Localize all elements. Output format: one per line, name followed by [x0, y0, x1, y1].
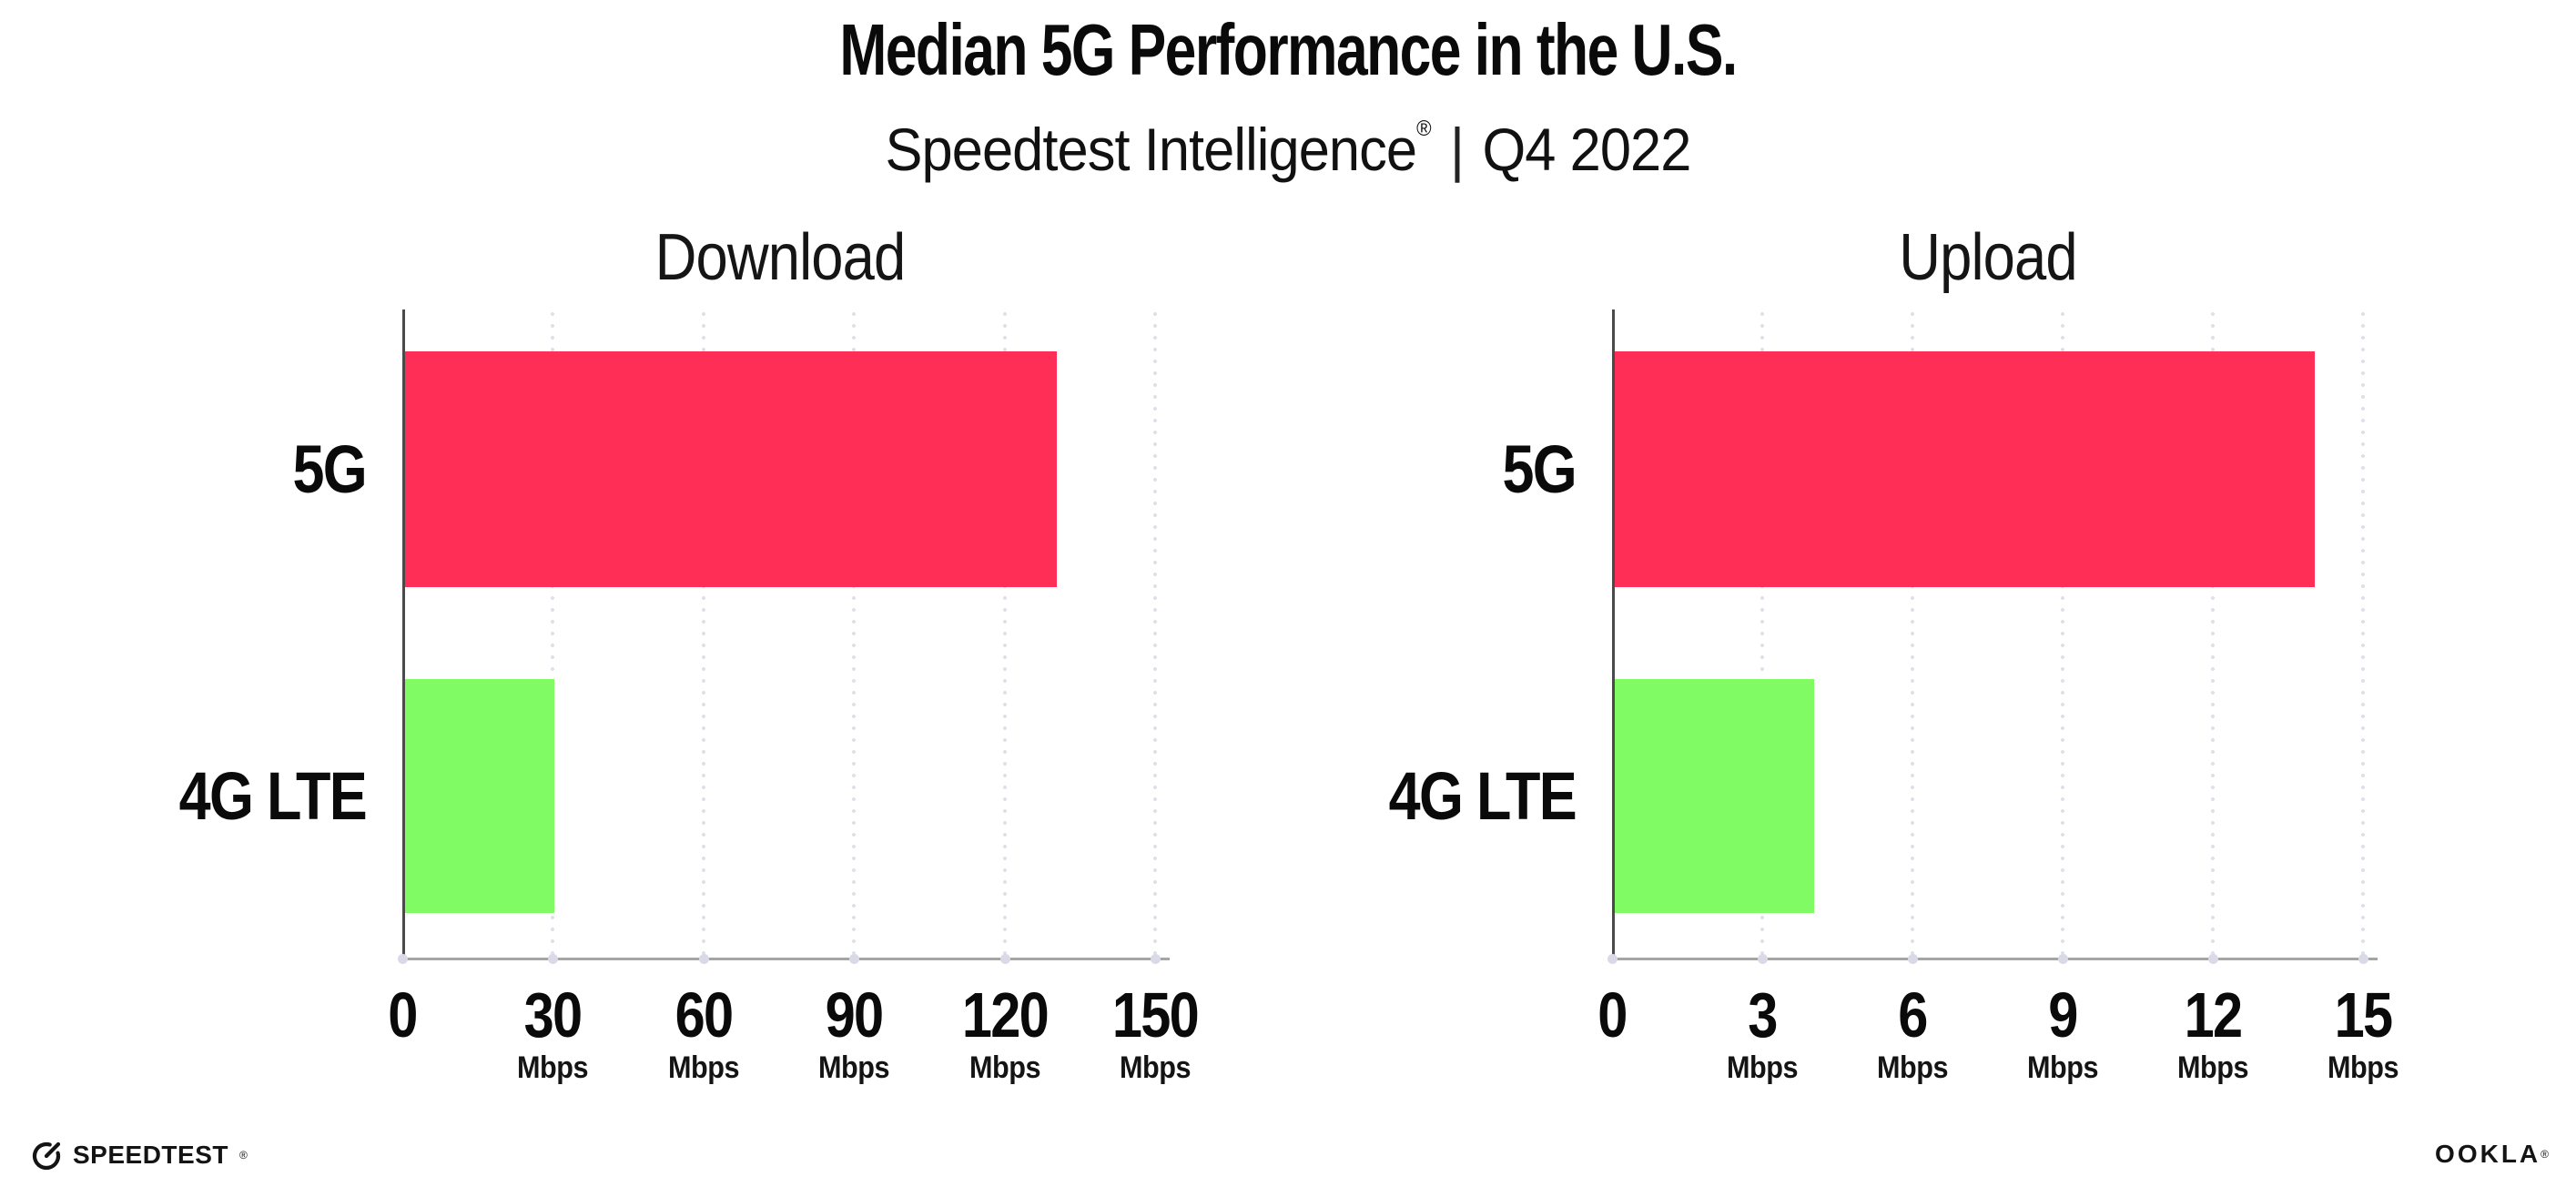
category-label-download-4g-lte: 4G LTE — [178, 757, 368, 834]
tick-unit-download-60: Mbps — [667, 1050, 740, 1085]
gridline-download-90 — [852, 309, 857, 959]
plot-upload — [1607, 309, 2378, 964]
registered-mark: ® — [1416, 117, 1432, 141]
gridline-upload-15 — [2361, 309, 2365, 959]
tick-label-download-60: 60 — [674, 979, 733, 1050]
tick-unit-download-150: Mbps — [1119, 1050, 1192, 1085]
tick-label-upload-3: 3 — [1748, 979, 1778, 1050]
y-axis-upload — [1612, 309, 1615, 959]
page-title: Median 5G Performance in the U.S. — [839, 9, 1738, 90]
tick-dot-download-0 — [398, 954, 408, 964]
tick-unit-download-120: Mbps — [969, 1050, 1041, 1085]
bar-upload-5g — [1614, 351, 2315, 587]
x-axis-upload — [1612, 958, 2378, 960]
tick-dot-download-120 — [999, 954, 1010, 964]
subtitle-period: Q4 2022 — [1482, 116, 1691, 183]
tick-label-upload-12: 12 — [2184, 979, 2243, 1050]
gridline-upload-6 — [1911, 309, 1914, 959]
category-label-upload-4g-lte: 4G LTE — [1388, 757, 1577, 834]
tick-label-upload-15: 15 — [2334, 979, 2393, 1050]
tick-label-download-0: 0 — [388, 979, 418, 1050]
speedtest-logo-text: SPEEDTEST — [73, 1141, 228, 1169]
tick-unit-upload-12: Mbps — [2176, 1050, 2249, 1085]
tick-dot-download-30 — [548, 954, 559, 964]
bar-upload-4g-lte — [1614, 679, 1814, 913]
ookla-logo-text: OOKLA — [2435, 1140, 2541, 1168]
gridline-download-120 — [1002, 309, 1007, 959]
chart-title-download: Download — [654, 221, 907, 294]
tick-label-download-90: 90 — [825, 979, 884, 1050]
gridline-upload-9 — [2061, 309, 2064, 959]
ookla-logo: OOKLA ® — [2435, 1140, 2549, 1169]
tick-label-upload-6: 6 — [1898, 979, 1928, 1050]
tick-dot-upload-3 — [1758, 954, 1768, 964]
gridline-upload-3 — [1760, 309, 1764, 959]
tick-dot-download-60 — [698, 954, 709, 964]
tick-label-upload-9: 9 — [2048, 979, 2078, 1050]
tick-unit-download-90: Mbps — [818, 1050, 890, 1085]
chart-title-upload: Upload — [1899, 221, 2077, 294]
gridline-download-150 — [1153, 309, 1157, 959]
tick-unit-upload-15: Mbps — [2327, 1050, 2399, 1085]
tick-dot-download-150 — [1151, 954, 1161, 964]
gridline-upload-12 — [2211, 309, 2215, 959]
subtitle: Speedtest Intelligence® | Q4 2022 — [90, 93, 2486, 186]
tick-dot-upload-12 — [2208, 954, 2218, 964]
tick-dot-upload-15 — [2358, 954, 2368, 964]
tick-label-download-150: 150 — [1111, 979, 1200, 1050]
bar-download-5g — [404, 351, 1057, 587]
speedtest-registered-mark: ® — [238, 1149, 248, 1161]
gridline-download-60 — [701, 309, 705, 959]
speedtest-gauge-icon — [32, 1141, 61, 1171]
tick-unit-upload-9: Mbps — [2026, 1050, 2099, 1085]
tick-unit-upload-6: Mbps — [1876, 1050, 1949, 1085]
tick-dot-upload-9 — [2058, 954, 2068, 964]
tick-label-download-30: 30 — [523, 979, 583, 1050]
tick-dot-upload-6 — [1908, 954, 1918, 964]
tick-unit-upload-3: Mbps — [1726, 1050, 1799, 1085]
category-label-upload-5g: 5G — [1502, 431, 1577, 507]
bar-download-4g-lte — [404, 679, 554, 913]
y-axis-download — [402, 309, 405, 959]
tick-unit-download-30: Mbps — [517, 1050, 589, 1085]
tick-label-upload-0: 0 — [1597, 979, 1628, 1050]
x-axis-download — [402, 958, 1170, 960]
tick-label-download-120: 120 — [961, 979, 1049, 1050]
tick-dot-download-90 — [849, 954, 860, 964]
plot-download — [398, 309, 1170, 964]
gridline-download-30 — [551, 309, 555, 959]
speedtest-logo: SPEEDTEST ® — [31, 1140, 248, 1171]
tick-dot-upload-0 — [1607, 954, 1618, 964]
subtitle-brand: Speedtest Intelligence — [885, 116, 1417, 183]
ookla-registered-mark: ® — [2541, 1148, 2549, 1161]
category-label-download-5g: 5G — [292, 431, 367, 507]
subtitle-separator: | — [1449, 116, 1465, 183]
